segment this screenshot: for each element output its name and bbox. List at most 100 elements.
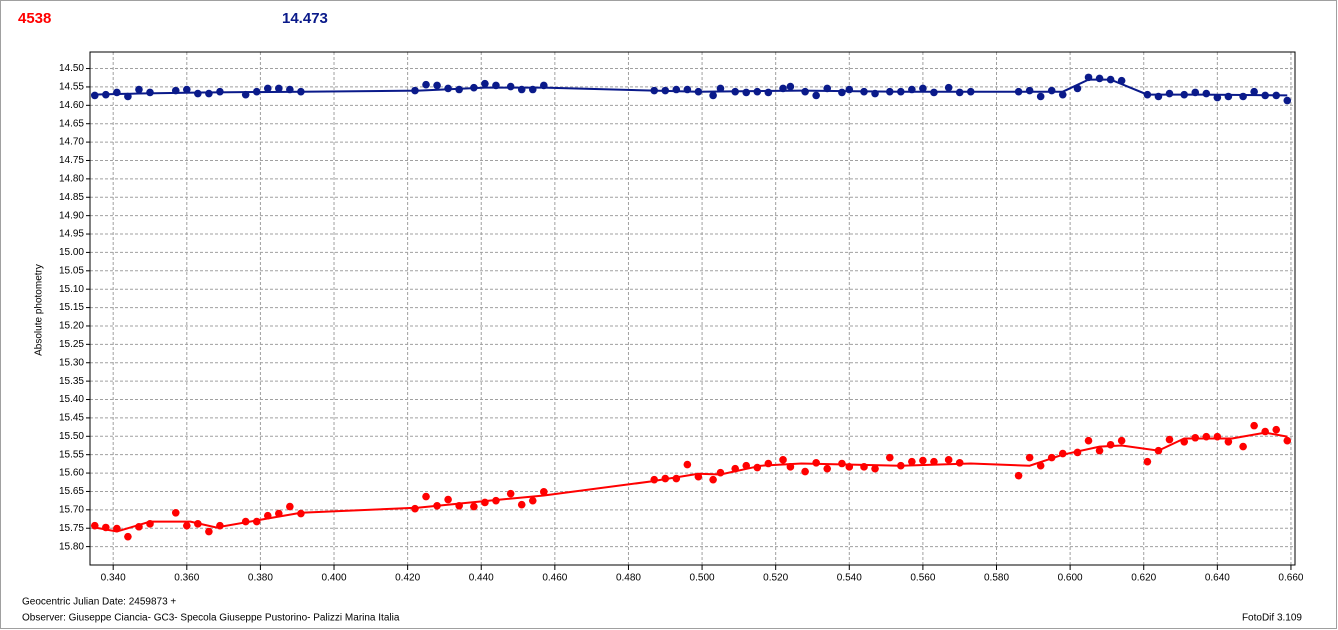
data-point [1036, 92, 1045, 101]
data-point [540, 488, 548, 496]
data-point [506, 82, 515, 91]
y-tick-label: 15.00 [59, 247, 84, 258]
data-point [528, 496, 537, 505]
data-point [422, 80, 430, 89]
y-tick-label: 14.50 [59, 63, 84, 74]
data-point [709, 475, 717, 484]
x-tick-label: 0.580 [984, 573, 1009, 584]
y-tick-label: 14.75 [59, 155, 84, 166]
y-tick-label: 15.80 [59, 541, 84, 552]
x-tick-label: 0.420 [395, 573, 420, 584]
data-point [182, 521, 191, 530]
trend-line [91, 78, 1288, 97]
y-tick-label: 15.55 [59, 449, 84, 460]
data-point [683, 460, 692, 469]
data-point [709, 91, 717, 100]
data-point [1014, 471, 1023, 480]
data-point [444, 495, 452, 504]
y-tick-label: 15.60 [59, 468, 84, 479]
header-left: 4538 [18, 10, 51, 27]
data-point [171, 508, 180, 517]
data-point [1165, 435, 1174, 444]
y-tick-label: 15.05 [59, 265, 84, 276]
data-point [838, 88, 846, 97]
data-point [944, 83, 953, 92]
data-point [1250, 87, 1258, 96]
data-point [1283, 96, 1292, 105]
data-point [779, 456, 787, 464]
y-tick-label: 15.70 [59, 504, 84, 515]
y-tick-label: 15.25 [59, 339, 84, 350]
data-point [1224, 438, 1233, 446]
x-tick-label: 0.360 [174, 573, 199, 584]
data-point [1095, 446, 1104, 455]
data-point [1084, 436, 1093, 445]
data-point [263, 84, 272, 93]
data-point [871, 464, 879, 473]
data-point [506, 489, 515, 498]
data-point [286, 502, 294, 511]
x-tick-label: 0.620 [1131, 573, 1156, 584]
data-point [1117, 436, 1126, 445]
plot-border [89, 51, 1296, 566]
plot-area [90, 52, 1295, 565]
data-point [275, 84, 283, 93]
data-point [812, 91, 820, 100]
data-point [919, 456, 927, 465]
data-point [1239, 92, 1247, 101]
y-tick-label: 14.70 [59, 137, 84, 148]
data-point [1239, 442, 1247, 451]
data-point [1165, 89, 1174, 98]
y-axis-label: Absolute photometry [34, 264, 45, 356]
data-point [433, 81, 441, 90]
data-point [1047, 86, 1056, 95]
x-axis-label: Geocentric Julian Date: 2459873 + [22, 597, 176, 608]
data-point [135, 85, 143, 94]
y-tick-label: 15.40 [59, 394, 84, 405]
data-point [1106, 440, 1115, 449]
data-point [716, 84, 725, 93]
data-point [823, 464, 832, 473]
y-tick-label: 14.95 [59, 229, 84, 240]
x-tick-label: 0.380 [248, 573, 273, 584]
data-point [885, 453, 894, 462]
data-point [1143, 457, 1152, 466]
x-tick-label: 0.400 [322, 573, 347, 584]
y-tick-label: 14.60 [59, 100, 84, 111]
data-point [908, 457, 916, 466]
y-tick-label: 15.35 [59, 376, 84, 387]
data-point [801, 87, 809, 96]
x-tick-label: 0.560 [910, 573, 935, 584]
data-point [182, 85, 191, 94]
data-point [1224, 92, 1233, 101]
y-tick-label: 14.55 [59, 82, 84, 93]
y-tick-label: 15.20 [59, 321, 84, 332]
data-point [205, 89, 213, 98]
data-point [1025, 453, 1034, 462]
x-tick-label: 0.480 [616, 573, 641, 584]
data-point [124, 532, 132, 541]
x-tick-label: 0.340 [101, 573, 126, 584]
observer: Observer: Giuseppe Ciancia- GC3- Specola… [22, 613, 400, 624]
data-point [1202, 89, 1211, 98]
data-point [205, 527, 213, 536]
y-tick-label: 15.15 [59, 302, 84, 313]
y-tick-label: 15.75 [59, 523, 84, 534]
data-point [919, 84, 927, 93]
data-point [1272, 425, 1281, 434]
x-tick-label: 0.540 [837, 573, 862, 584]
data-point [422, 492, 430, 501]
data-point [742, 88, 751, 97]
data-point [1025, 86, 1034, 95]
data-point [1095, 74, 1104, 83]
data-point [930, 457, 938, 466]
x-tick-label: 0.640 [1205, 573, 1230, 584]
data-point [470, 502, 478, 511]
data-point [812, 458, 820, 467]
y-tick-label: 15.65 [59, 486, 84, 497]
data-point [517, 500, 526, 509]
data-point [481, 79, 489, 88]
y-tick-label: 15.50 [59, 431, 84, 442]
y-tick-label: 14.80 [59, 174, 84, 185]
